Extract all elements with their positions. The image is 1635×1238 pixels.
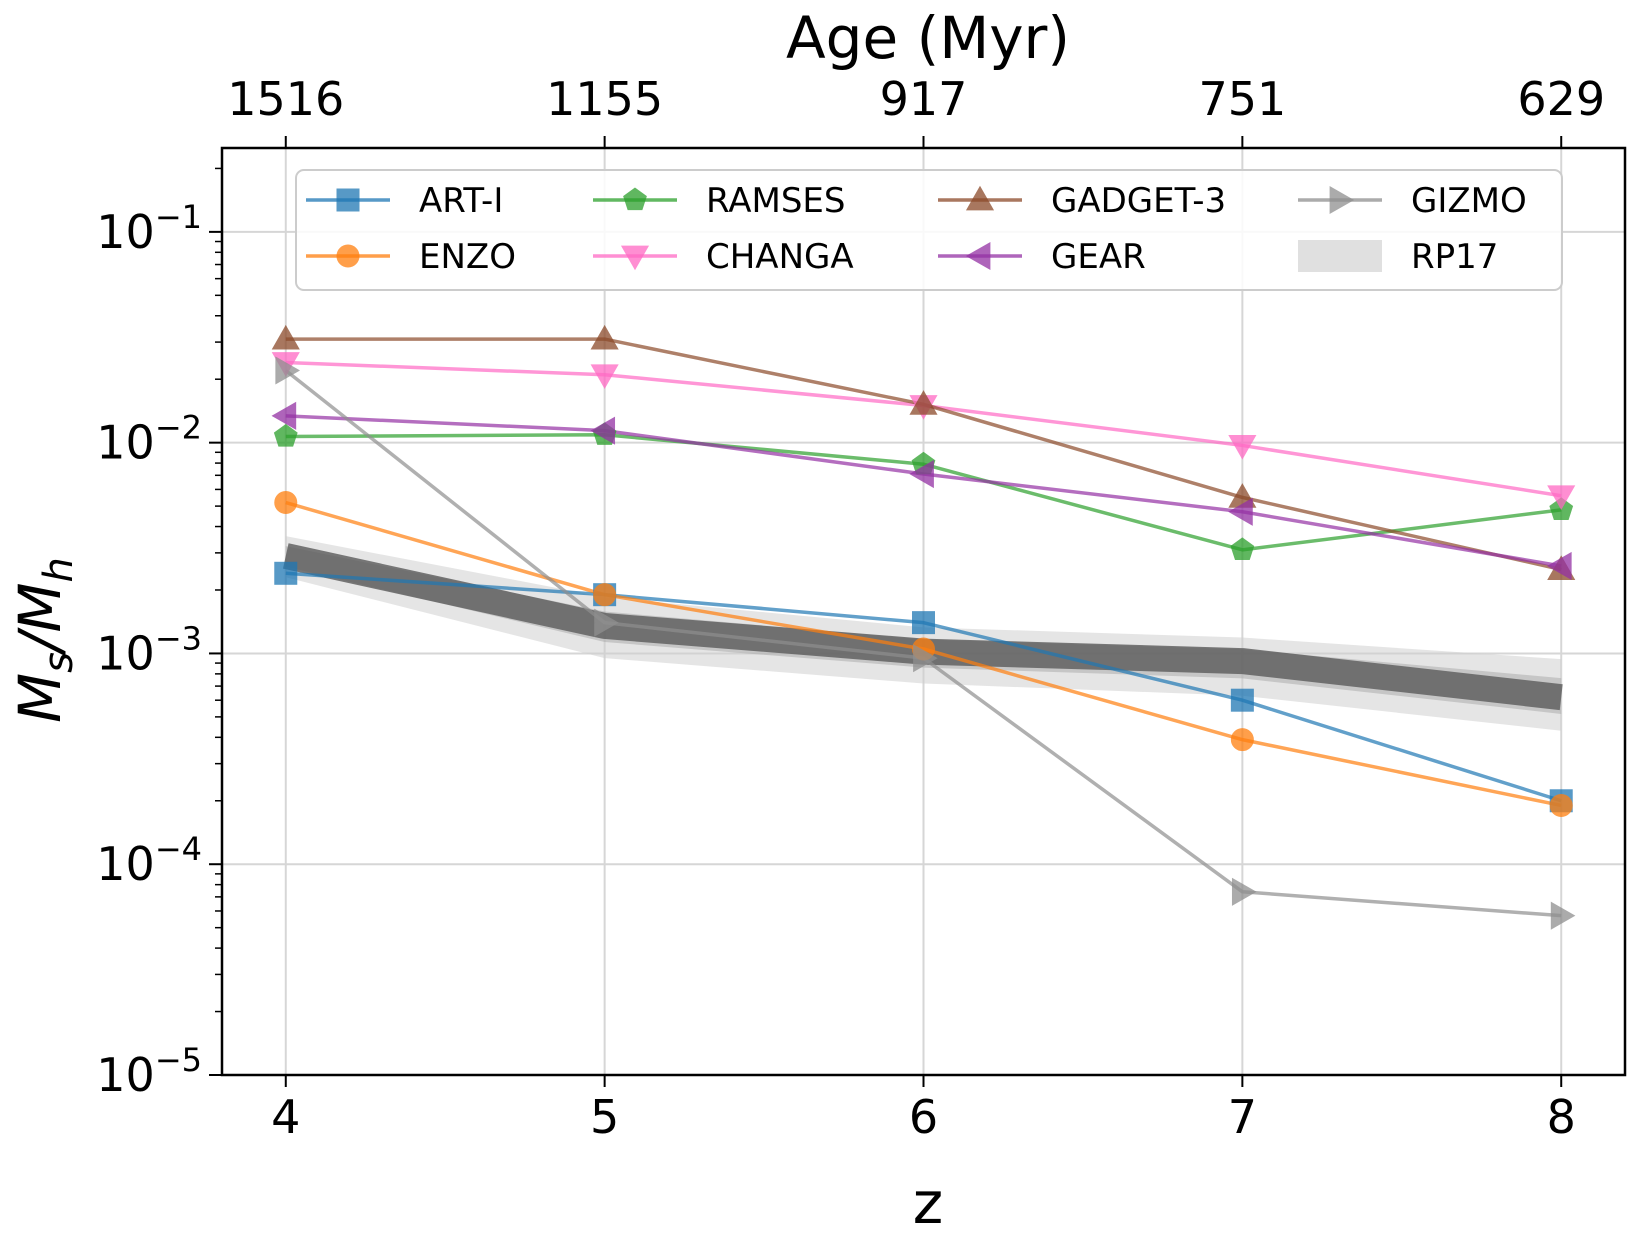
legend-item-gizmo: GIZMO bbox=[1298, 181, 1527, 221]
point-changa bbox=[590, 364, 619, 389]
point-ramses bbox=[1230, 537, 1255, 560]
y-tick-label: 10−2 bbox=[96, 409, 202, 470]
legend-label: GEAR bbox=[1051, 237, 1146, 277]
point-changa bbox=[1228, 435, 1257, 460]
point-enzo bbox=[593, 583, 617, 607]
legend-item-enzo: ENZO bbox=[306, 237, 516, 277]
legend-label: GADGET-3 bbox=[1051, 181, 1226, 221]
point-art-i bbox=[274, 561, 298, 585]
legend-item-gear: GEAR bbox=[938, 237, 1146, 277]
legend-label: CHANGA bbox=[706, 237, 854, 277]
x-tick-label: 5 bbox=[590, 1090, 619, 1144]
legend-label: ART-I bbox=[419, 181, 503, 221]
point-gadget-3 bbox=[590, 324, 619, 350]
legend-band-swatch bbox=[1298, 240, 1382, 272]
legend-marker bbox=[965, 185, 995, 211]
legend: ART-I ENZO RAMSES CHANGA GADGET-3 GEAR GIZMO RP… bbox=[295, 169, 1563, 291]
point-art-i bbox=[912, 611, 935, 635]
point-enzo bbox=[1230, 728, 1254, 752]
point-gizmo bbox=[594, 608, 619, 637]
x-tick-label: 8 bbox=[1547, 1090, 1576, 1144]
legend-marker bbox=[620, 245, 650, 271]
series-markers-gizmo bbox=[275, 356, 1576, 930]
legend-item-gadget-3: GADGET-3 bbox=[938, 181, 1226, 221]
legend-label: GIZMO bbox=[1411, 181, 1527, 221]
point-gizmo bbox=[275, 356, 300, 385]
y-tick-label: 10−4 bbox=[96, 830, 202, 891]
legend-marker bbox=[1329, 185, 1355, 215]
top-x-tick-label: 629 bbox=[1517, 72, 1605, 126]
legend-item-rp17: RP17 bbox=[1298, 237, 1498, 277]
top-x-tick-label: 751 bbox=[1198, 72, 1286, 126]
top-x-tick-label: 1516 bbox=[227, 72, 344, 126]
point-gizmo bbox=[1231, 877, 1257, 906]
legend-marker-group bbox=[620, 245, 650, 271]
x-tick-label: 6 bbox=[909, 1090, 938, 1144]
legend-marker bbox=[623, 187, 647, 211]
point-enzo bbox=[274, 491, 298, 515]
y-tick-label: 10−5 bbox=[96, 1041, 202, 1102]
legend-item-art-i: ART-I bbox=[306, 181, 503, 221]
y-tick-label: 10−3 bbox=[96, 619, 202, 680]
series-markers-gear bbox=[271, 401, 1572, 581]
top-x-tick-label: 1155 bbox=[546, 72, 663, 126]
point-gear bbox=[590, 416, 616, 445]
point-ramses bbox=[273, 423, 298, 447]
axes: 4 1516 5 1155 6 917 7 751 8 629 10−5 10−4 10−3 10−2 10… bbox=[96, 72, 1605, 1144]
point-gizmo bbox=[913, 644, 938, 673]
legend-marker-group bbox=[965, 185, 995, 211]
series-markers-enzo bbox=[274, 491, 1573, 817]
legend-marker bbox=[336, 244, 360, 268]
point-gadget-3 bbox=[271, 324, 300, 350]
legend-marker bbox=[336, 188, 360, 212]
point-gear bbox=[271, 401, 297, 430]
point-gadget-3 bbox=[909, 390, 938, 415]
x-axis-title: z bbox=[913, 1169, 943, 1237]
legend-marker-group bbox=[965, 241, 991, 271]
x-tick-label: 4 bbox=[271, 1090, 300, 1144]
legend-label: ENZO bbox=[419, 237, 516, 277]
point-gear bbox=[909, 459, 934, 489]
y-axis-title: Ms/Mh bbox=[6, 557, 82, 723]
x-tick-label: 7 bbox=[1228, 1090, 1257, 1144]
legend-label: RP17 bbox=[1411, 237, 1498, 277]
legend-item-ramses: RAMSES bbox=[593, 181, 846, 221]
legend-marker-group bbox=[623, 187, 647, 211]
series-markers bbox=[271, 324, 1576, 930]
top-x-tick-label: 917 bbox=[880, 72, 968, 126]
legend-marker-group bbox=[336, 244, 360, 268]
point-gizmo bbox=[1550, 901, 1576, 930]
legend-marker-group bbox=[336, 188, 360, 212]
point-art-i bbox=[1230, 688, 1254, 712]
point-gear bbox=[1547, 551, 1572, 581]
legend-item-changa: CHANGA bbox=[593, 237, 854, 277]
point-gear bbox=[1228, 497, 1253, 526]
point-enzo bbox=[1549, 793, 1573, 817]
legend-marker-group bbox=[1329, 185, 1355, 215]
y-tick-label: 10−1 bbox=[96, 198, 202, 259]
point-changa bbox=[1547, 485, 1576, 510]
top-axis-title: Age (Myr) bbox=[786, 4, 1070, 72]
legend-label: RAMSES bbox=[706, 181, 846, 221]
legend-marker bbox=[965, 241, 991, 271]
